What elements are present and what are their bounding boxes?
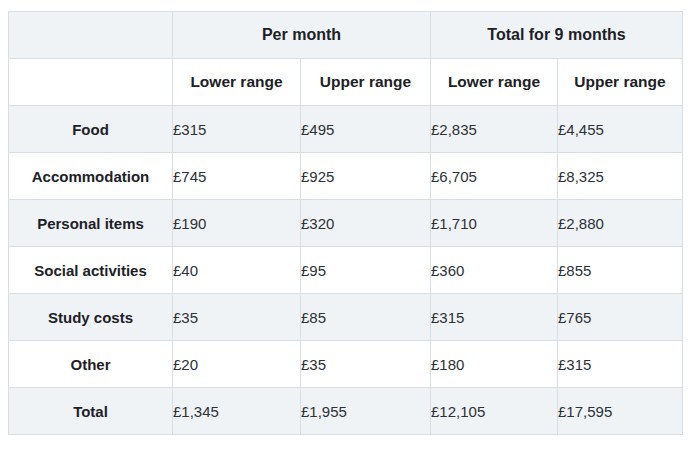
row-label: Other	[9, 341, 173, 388]
sub-header-row: Lower range Upper range Lower range Uppe…	[9, 59, 683, 106]
cell-value: £35	[173, 294, 301, 341]
cell-value: £855	[558, 247, 683, 294]
cell-value: £85	[301, 294, 431, 341]
row-label: Study costs	[9, 294, 173, 341]
table-row-accommodation: Accommodation £745 £925 £6,705 £8,325	[9, 153, 683, 200]
cell-value: £2,880	[558, 200, 683, 247]
cell-value: £190	[173, 200, 301, 247]
cell-value: £180	[431, 341, 558, 388]
table-row-other: Other £20 £35 £180 £315	[9, 341, 683, 388]
cell-value: £320	[301, 200, 431, 247]
cell-value: £315	[431, 294, 558, 341]
sub-header-lower-range-total: Lower range	[431, 59, 558, 106]
cell-value: £1,345	[173, 388, 301, 435]
cell-value: £17,595	[558, 388, 683, 435]
cell-value: £315	[173, 106, 301, 153]
table-row-study-costs: Study costs £35 £85 £315 £765	[9, 294, 683, 341]
table-row-food: Food £315 £495 £2,835 £4,455	[9, 106, 683, 153]
cell-value: £35	[301, 341, 431, 388]
row-label: Social activities	[9, 247, 173, 294]
sub-header-upper-range-month: Upper range	[301, 59, 431, 106]
cell-value: £20	[173, 341, 301, 388]
table-row-personal-items: Personal items £190 £320 £1,710 £2,880	[9, 200, 683, 247]
row-label: Accommodation	[9, 153, 173, 200]
table-row-total: Total £1,345 £1,955 £12,105 £17,595	[9, 388, 683, 435]
cell-value: £360	[431, 247, 558, 294]
cell-value: £8,325	[558, 153, 683, 200]
corner-cell	[9, 12, 173, 59]
row-label: Food	[9, 106, 173, 153]
cell-value: £4,455	[558, 106, 683, 153]
group-header-per-month: Per month	[173, 12, 431, 59]
cost-table: Per month Total for 9 months Lower range…	[8, 11, 683, 435]
group-header-row: Per month Total for 9 months	[9, 12, 683, 59]
cell-value: £925	[301, 153, 431, 200]
page: Per month Total for 9 months Lower range…	[0, 0, 690, 449]
cell-value: £495	[301, 106, 431, 153]
corner-cell-2	[9, 59, 173, 106]
group-header-total-9-months: Total for 9 months	[431, 12, 683, 59]
cell-value: £1,710	[431, 200, 558, 247]
sub-header-lower-range-month: Lower range	[173, 59, 301, 106]
cell-value: £40	[173, 247, 301, 294]
cell-value: £315	[558, 341, 683, 388]
cell-value: £1,955	[301, 388, 431, 435]
row-label: Total	[9, 388, 173, 435]
table-row-social-activities: Social activities £40 £95 £360 £855	[9, 247, 683, 294]
cell-value: £765	[558, 294, 683, 341]
sub-header-upper-range-total: Upper range	[558, 59, 683, 106]
row-label: Personal items	[9, 200, 173, 247]
cell-value: £745	[173, 153, 301, 200]
cell-value: £6,705	[431, 153, 558, 200]
cell-value: £2,835	[431, 106, 558, 153]
cell-value: £12,105	[431, 388, 558, 435]
cell-value: £95	[301, 247, 431, 294]
